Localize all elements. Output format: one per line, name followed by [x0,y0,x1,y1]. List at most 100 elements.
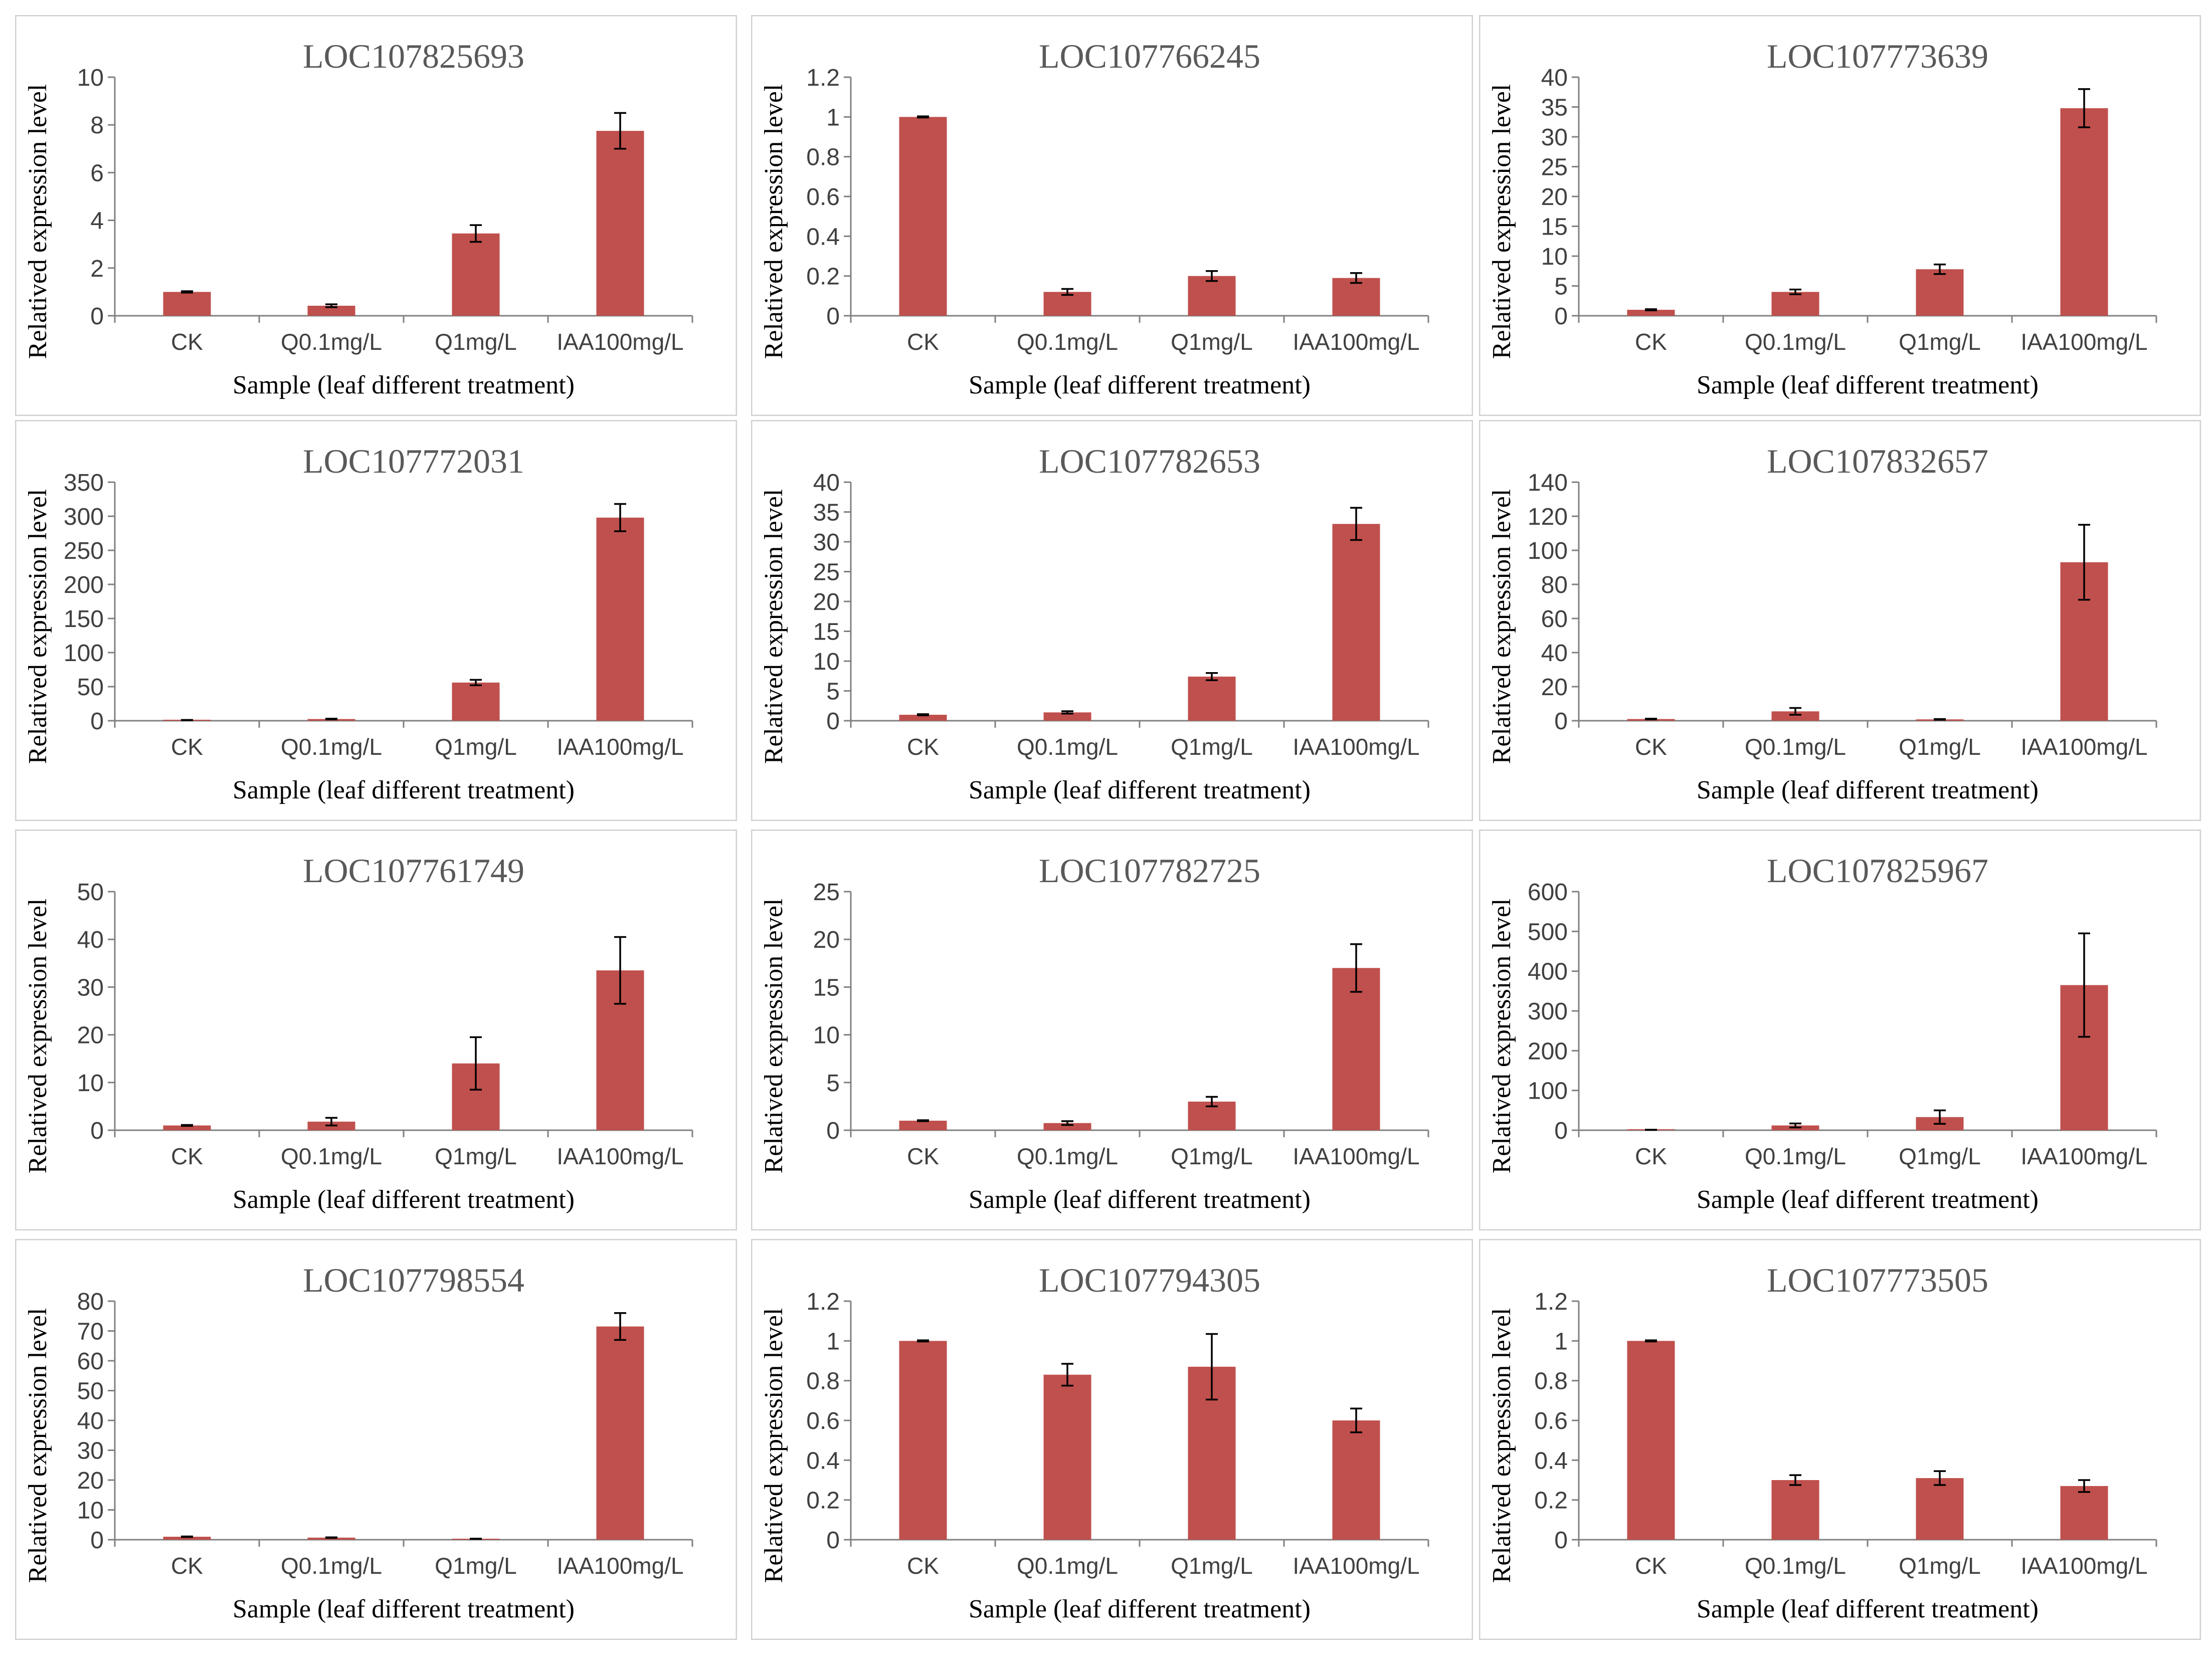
x-tick-label: CK [171,329,203,355]
y-tick-label: 10 [77,65,104,91]
y-tick-label: 60 [77,1348,104,1375]
y-tick-label: 25 [1541,154,1568,181]
y-tick-label: 40 [77,927,104,953]
y-tick-label: 6 [90,160,104,186]
bar [1332,524,1380,721]
y-tick-label: 1.2 [806,65,840,91]
y-tick-label: 300 [1528,998,1568,1025]
y-tick-label: 1 [1554,1328,1568,1355]
y-tick-label: 80 [77,1289,104,1315]
y-tick-label: 20 [813,589,840,615]
x-tick-label: IAA100mg/L [2020,1143,2147,1169]
x-tick-label: Q1mg/L [1171,329,1253,355]
y-tick-label: 4 [90,208,104,235]
bar [1188,276,1236,316]
chart-title: LOC107782653 [1039,442,1260,480]
y-tick-label: 150 [64,606,104,633]
x-tick-label: Q1mg/L [435,734,517,760]
x-axis-title: Sample (leaf different treatment) [233,776,575,804]
chart-panel: LOC107772031 0 50 100 150 200 250 300 350 CK Q0.1m… [15,420,737,821]
x-tick-label: CK [1635,1143,1667,1169]
y-tick-label: 0 [826,1527,840,1554]
x-tick-label: Q1mg/L [1899,734,1981,760]
chart-panel: LOC107773505 0 0.2 0.4 0.6 0.8 1 1.2 CK Q0.1mg/L Q… [1479,1239,2201,1640]
y-tick-label: 0 [90,303,104,330]
x-axis-title: Sample (leaf different treatment) [233,1595,575,1623]
y-tick-label: 25 [813,879,840,906]
bar [307,306,355,316]
x-tick-label: Q0.1mg/L [281,734,382,760]
y-tick-label: 100 [1528,1078,1568,1105]
bar [899,715,947,721]
y-axis-title: Relatived expression level [760,899,788,1174]
y-tick-label: 0 [1554,1118,1568,1144]
y-axis-title: Relatived expression level [760,84,788,359]
x-axis-title: Sample (leaf different treatment) [1697,1185,2039,1214]
chart-title: LOC107773639 [1767,37,1988,75]
chart-title: LOC107794305 [1039,1261,1260,1299]
x-tick-label: Q0.1mg/L [281,1553,382,1579]
y-tick-label: 0 [1554,303,1568,330]
y-axis-title: Relatived expression level [1488,1308,1516,1583]
y-tick-label: 40 [1541,640,1568,667]
bar [1332,1420,1380,1540]
bar [1627,1341,1675,1540]
y-tick-label: 0.4 [806,1447,840,1474]
y-tick-label: 0.2 [806,1488,840,1514]
x-tick-label: Q1mg/L [435,1143,517,1169]
y-tick-label: 1.2 [1534,1289,1568,1315]
y-tick-label: 0.8 [806,144,840,171]
bar [899,1120,947,1130]
chart-panel: LOC107782725 0 5 10 15 20 25 CK Q0.1mg/L Q1mg/L IA… [751,830,1473,1230]
y-tick-label: 15 [813,974,840,1001]
chart-title: LOC107798554 [303,1261,524,1299]
y-tick-label: 0.8 [806,1368,840,1395]
y-tick-label: 35 [813,500,840,526]
x-tick-label: CK [907,329,939,355]
x-tick-label: Q1mg/L [1899,1143,1981,1169]
y-tick-label: 600 [1528,879,1568,906]
chart-panel: LOC107794305 0 0.2 0.4 0.6 0.8 1 1.2 CK Q0.1mg/L Q… [751,1239,1473,1640]
x-tick-label: CK [171,1553,203,1579]
y-tick-label: 50 [77,674,104,701]
x-tick-label: CK [1635,329,1667,355]
x-tick-label: Q0.1mg/L [1017,734,1118,760]
x-tick-label: Q0.1mg/L [1745,329,1846,355]
chart-panel: LOC107782653 0 5 10 15 20 25 30 35 40 CK Q0.1mg/L Q1… [751,420,1473,821]
x-tick-label: Q1mg/L [1171,1553,1253,1579]
bar [163,1537,211,1540]
bar [452,682,500,721]
x-tick-label: CK [171,734,203,760]
y-tick-label: 0 [826,1118,840,1144]
bar [163,292,211,316]
bar [163,1125,211,1130]
y-tick-label: 10 [77,1498,104,1524]
y-tick-label: 30 [77,974,104,1001]
x-axis-title: Sample (leaf different treatment) [1697,1595,2039,1623]
bar [899,1341,947,1540]
x-tick-label: Q0.1mg/L [1745,734,1846,760]
bar [1043,712,1091,721]
y-tick-label: 40 [77,1408,104,1434]
y-tick-label: 250 [64,538,104,564]
bar [452,233,500,316]
bar [2060,1486,2108,1540]
y-tick-label: 10 [813,1022,840,1049]
bar [1043,1374,1091,1540]
bar [596,131,644,316]
y-tick-label: 40 [1541,65,1568,91]
y-tick-label: 100 [1528,538,1568,564]
bar [899,117,947,316]
x-tick-label: Q0.1mg/L [1745,1143,1846,1169]
x-tick-label: CK [1635,1553,1667,1579]
x-axis-title: Sample (leaf different treatment) [969,371,1311,399]
y-tick-label: 1.2 [806,1289,840,1315]
chart-panel: LOC107825967 0 100 200 300 400 500 600 CK Q0.1mg/… [1479,830,2201,1230]
x-tick-label: IAA100mg/L [1293,1143,1419,1169]
y-tick-label: 350 [64,470,104,496]
x-tick-label: Q1mg/L [1171,1143,1253,1169]
x-tick-label: Q0.1mg/L [1745,1553,1846,1579]
bar [1627,310,1675,316]
y-tick-label: 0 [1554,1527,1568,1554]
x-tick-label: Q1mg/L [435,1553,517,1579]
